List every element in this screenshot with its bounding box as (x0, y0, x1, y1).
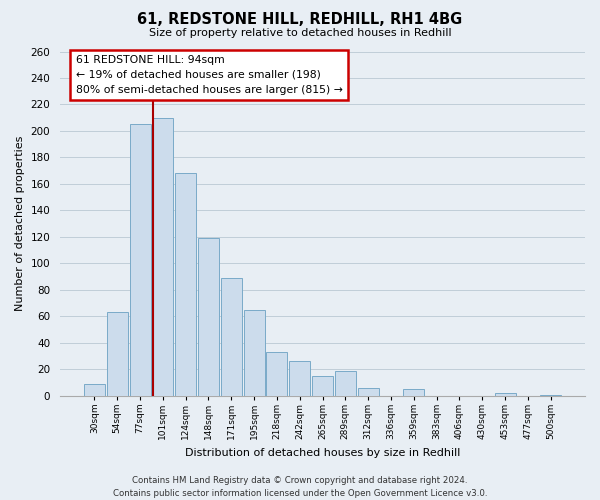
Bar (403, 389, 424, 396)
Bar (494, 393, 515, 396)
Bar (266, 352, 287, 396)
X-axis label: Distribution of detached houses by size in Redhill: Distribution of detached houses by size … (185, 448, 460, 458)
Text: Size of property relative to detached houses in Redhill: Size of property relative to detached ho… (149, 28, 451, 38)
Bar (244, 310, 265, 396)
Y-axis label: Number of detached properties: Number of detached properties (15, 136, 25, 312)
Bar (358, 388, 379, 396)
Bar (152, 118, 173, 396)
Bar (289, 362, 310, 396)
Bar (175, 174, 196, 396)
Text: 61 REDSTONE HILL: 94sqm
← 19% of detached houses are smaller (198)
80% of semi-d: 61 REDSTONE HILL: 94sqm ← 19% of detache… (76, 55, 343, 94)
Bar (221, 278, 242, 396)
Bar (130, 124, 151, 396)
Bar (335, 370, 356, 396)
Text: Contains HM Land Registry data © Crown copyright and database right 2024.
Contai: Contains HM Land Registry data © Crown c… (113, 476, 487, 498)
Bar (540, 394, 561, 396)
Bar (198, 238, 219, 396)
Bar (107, 312, 128, 396)
Bar (312, 376, 333, 396)
Bar (84, 384, 105, 396)
Text: 61, REDSTONE HILL, REDHILL, RH1 4BG: 61, REDSTONE HILL, REDHILL, RH1 4BG (137, 12, 463, 28)
